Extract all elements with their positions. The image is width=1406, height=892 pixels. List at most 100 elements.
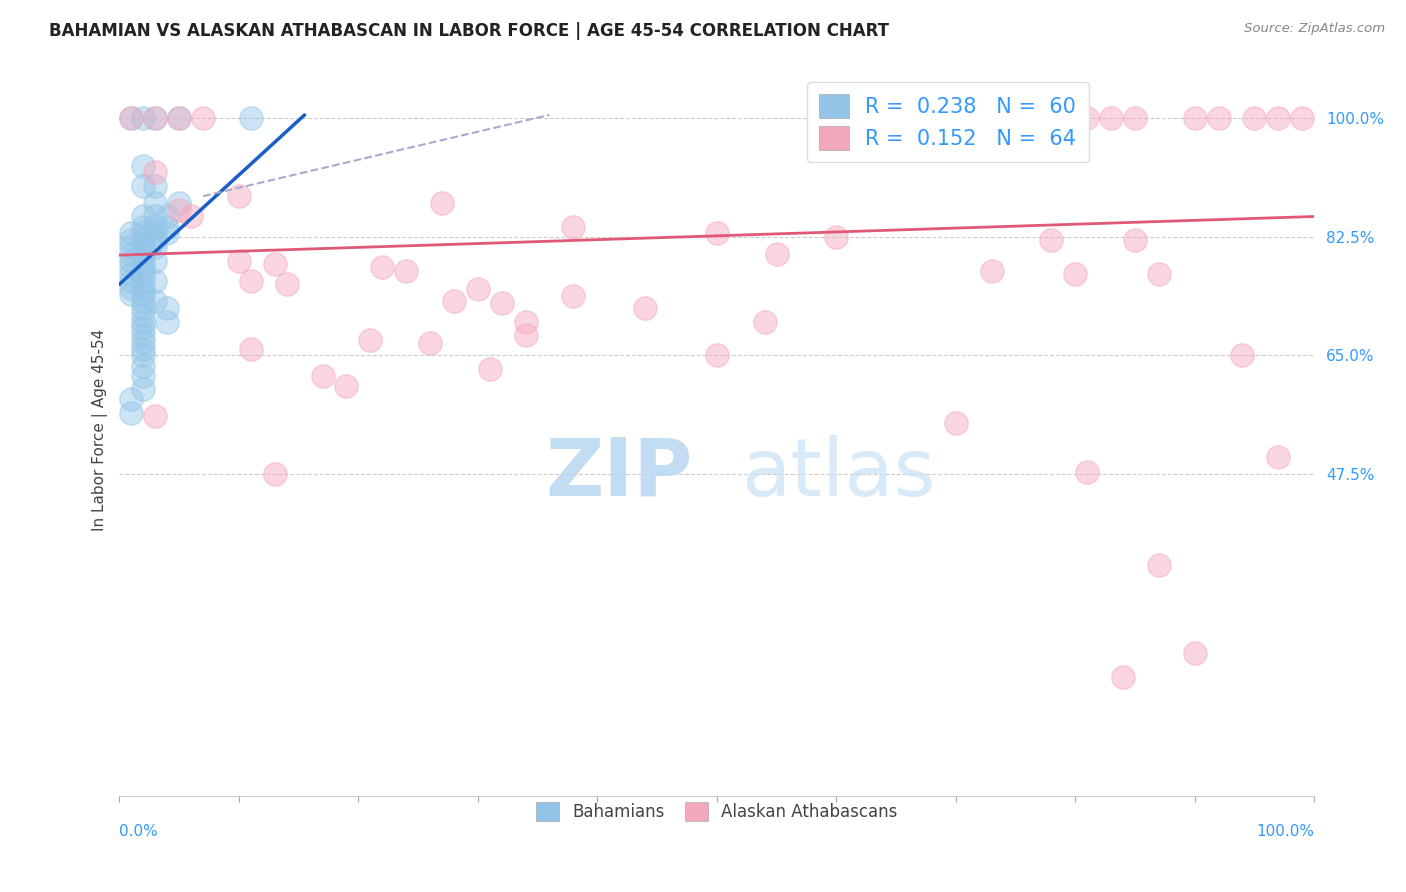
Point <box>1267 450 1289 464</box>
Point <box>276 277 298 292</box>
Point <box>120 112 142 126</box>
Point <box>562 219 585 234</box>
Point <box>945 416 967 430</box>
Point <box>239 342 262 356</box>
Point <box>419 336 441 351</box>
Point <box>120 227 142 241</box>
Point <box>980 263 1002 277</box>
Point <box>132 359 155 373</box>
Point <box>132 112 155 126</box>
Point <box>491 296 513 310</box>
Point <box>120 267 142 281</box>
Point <box>143 227 166 241</box>
Point <box>263 467 285 481</box>
Point <box>132 274 155 288</box>
Point <box>1123 233 1146 247</box>
Point <box>1076 465 1098 479</box>
Point <box>120 112 142 126</box>
Point <box>143 233 166 247</box>
Point <box>1099 112 1122 126</box>
Point <box>156 210 179 224</box>
Point <box>1208 112 1230 126</box>
Text: 100.0%: 100.0% <box>1256 823 1315 838</box>
Point <box>1147 267 1170 281</box>
Point <box>754 314 776 328</box>
Point <box>311 368 333 383</box>
Point <box>120 246 142 260</box>
Point <box>132 159 155 173</box>
Point <box>143 210 166 224</box>
Point <box>180 210 202 224</box>
Point <box>706 227 728 241</box>
Text: Source: ZipAtlas.com: Source: ZipAtlas.com <box>1244 22 1385 36</box>
Point <box>1267 112 1289 126</box>
Point <box>1147 558 1170 573</box>
Point <box>120 274 142 288</box>
Point <box>167 112 190 126</box>
Point <box>1004 112 1026 126</box>
Point <box>132 240 155 254</box>
Point <box>132 334 155 349</box>
Point <box>156 219 179 234</box>
Point <box>921 112 943 126</box>
Point <box>969 112 991 126</box>
Point <box>132 382 155 396</box>
Point <box>706 348 728 362</box>
Point <box>228 189 250 203</box>
Point <box>825 112 848 126</box>
Point <box>143 409 166 424</box>
Point <box>143 112 166 126</box>
Point <box>132 233 155 247</box>
Point <box>1123 112 1146 126</box>
Point <box>167 112 190 126</box>
Legend: Bahamians, Alaskan Athabascans: Bahamians, Alaskan Athabascans <box>529 795 904 828</box>
Point <box>132 287 155 301</box>
Point <box>239 112 262 126</box>
Text: atlas: atlas <box>741 434 935 513</box>
Point <box>120 233 142 247</box>
Point <box>515 314 537 328</box>
Point <box>120 280 142 294</box>
Point <box>132 246 155 260</box>
Point <box>143 294 166 309</box>
Point <box>191 112 214 126</box>
Point <box>395 263 418 277</box>
Point <box>371 260 394 275</box>
Point <box>132 253 155 268</box>
Point <box>515 328 537 343</box>
Point <box>1291 112 1313 126</box>
Point <box>132 227 155 241</box>
Text: 0.0%: 0.0% <box>120 823 159 838</box>
Point <box>132 321 155 335</box>
Point <box>562 289 585 303</box>
Point <box>132 210 155 224</box>
Point <box>228 253 250 268</box>
Point <box>132 260 155 275</box>
Point <box>132 179 155 194</box>
Point <box>1243 112 1265 126</box>
Point <box>156 314 179 328</box>
Point <box>132 328 155 343</box>
Point <box>143 179 166 194</box>
Point <box>143 240 166 254</box>
Point <box>120 240 142 254</box>
Point <box>167 202 190 217</box>
Point <box>1112 670 1135 684</box>
Point <box>120 260 142 275</box>
Point <box>156 301 179 315</box>
Point <box>132 219 155 234</box>
Point <box>156 227 179 241</box>
Point <box>143 253 166 268</box>
Point <box>359 334 381 348</box>
Point <box>143 274 166 288</box>
Point <box>132 348 155 362</box>
Point <box>1040 233 1063 247</box>
Point <box>634 301 657 315</box>
Point <box>143 112 166 126</box>
Point <box>120 253 142 268</box>
Point <box>143 219 166 234</box>
Point <box>1184 112 1206 126</box>
Point <box>825 229 848 244</box>
Point <box>132 294 155 309</box>
Point <box>1184 647 1206 661</box>
